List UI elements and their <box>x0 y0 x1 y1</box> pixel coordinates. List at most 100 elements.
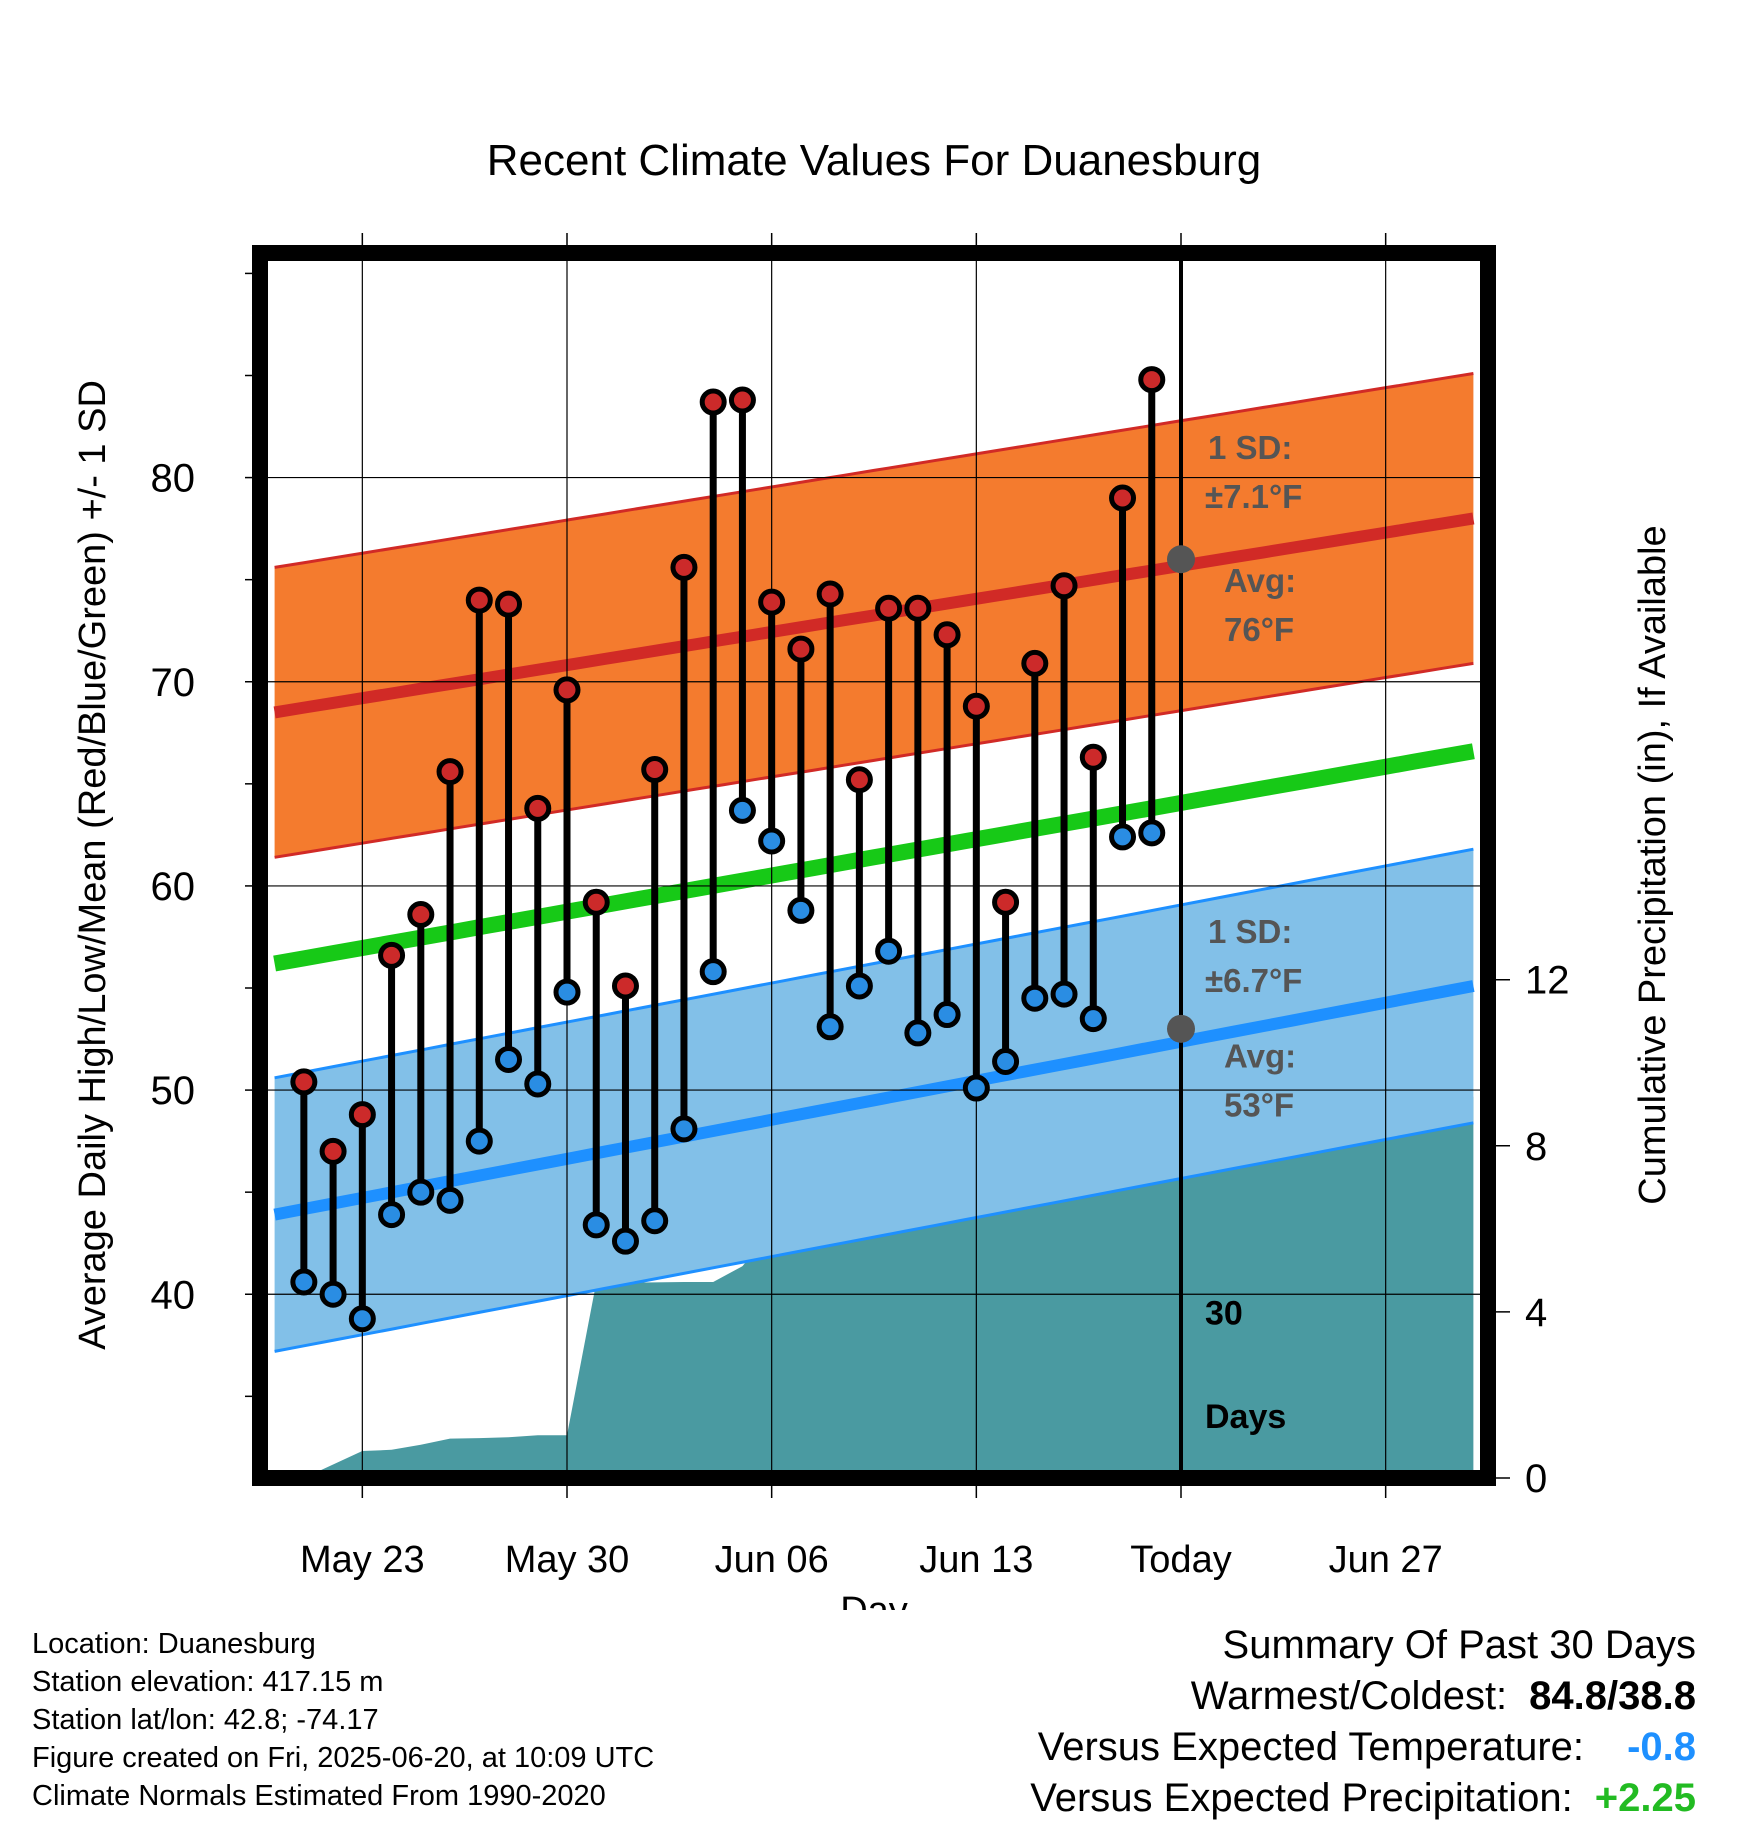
daily-low-point <box>962 1074 990 1102</box>
precip-area <box>274 1096 1474 1478</box>
daily-low-point <box>1050 980 1078 1008</box>
daily-low-point <box>699 958 727 986</box>
daily-high-point <box>758 588 786 616</box>
daily-low-point <box>1109 823 1137 851</box>
daily-low-point <box>1138 819 1166 847</box>
daily-low-point <box>816 1013 844 1041</box>
precip-anomaly-row: Versus Expected Precipitation: +2.25 <box>1030 1773 1696 1824</box>
x-tick-label: Jun 27 <box>1329 1539 1443 1581</box>
daily-low-point <box>641 1207 669 1235</box>
created-text: Figure created on Fri, 2025-06-20, at 10… <box>32 1742 655 1774</box>
daily-low-point <box>407 1178 435 1206</box>
high-sd-value: ±7.1°F <box>1205 478 1302 515</box>
daily-low-point <box>1079 1005 1107 1033</box>
normals-text: Climate Normals Estimated From 1990-2020 <box>32 1780 606 1812</box>
x-axis-label: Day <box>840 1590 908 1610</box>
daily-high-point <box>787 635 815 663</box>
daily-low-point <box>933 1001 961 1029</box>
daily-high-point <box>1021 649 1049 677</box>
daily-low-point <box>582 1211 610 1239</box>
low-sd-label: 1 SD: <box>1208 913 1292 950</box>
precip-anomaly-value: +2.25 <box>1594 1776 1696 1820</box>
low-sd-value: ±6.7°F <box>1205 962 1302 999</box>
y-axis-label: Average Daily High/Low/Mean (Red/Blue/Gr… <box>72 380 114 1350</box>
daily-high-point <box>641 756 669 784</box>
daily-high-point <box>962 692 990 720</box>
daily-high-point <box>495 590 523 618</box>
x-tick-label: Jun 06 <box>715 1539 829 1581</box>
days-label-text: Days <box>1205 1398 1286 1436</box>
daily-low-point <box>845 972 873 1000</box>
daily-low-point <box>465 1127 493 1155</box>
daily-high-point <box>348 1101 376 1129</box>
latlon-text: Station lat/lon: 42.8; -74.17 <box>32 1704 379 1736</box>
daily-low-point <box>992 1048 1020 1075</box>
y-tick-label: 50 <box>151 1069 196 1113</box>
daily-high-point <box>378 941 406 969</box>
y-tick-label: 40 <box>151 1273 196 1317</box>
daily-low-point <box>875 937 903 965</box>
daily-low-point <box>319 1280 347 1308</box>
high-sd-lower-line <box>274 661 1474 859</box>
days-label-number: 30 <box>1205 1294 1243 1332</box>
daily-high-point <box>904 594 932 622</box>
daily-high-point <box>728 386 756 414</box>
daily-high-point <box>611 972 639 1000</box>
x-tick-label: May 23 <box>300 1539 425 1581</box>
warm-cold-label: Warmest/Coldest: <box>1190 1674 1508 1718</box>
daily-high-point <box>553 676 581 704</box>
warm-cold-row: Warmest/Coldest: 84.8/38.8 <box>1030 1671 1696 1722</box>
precip-anomaly-label: Versus Expected Precipitation: <box>1030 1776 1573 1820</box>
chart-title: Recent Climate Values For Duanesburg <box>487 136 1261 185</box>
daily-low-point <box>758 827 786 855</box>
station-info: Location: Duanesburg Station elevation: … <box>32 1625 654 1815</box>
y-tick-label: 60 <box>151 865 196 909</box>
y-tick-label: 70 <box>151 661 196 705</box>
daily-low-point <box>904 1019 932 1047</box>
daily-high-point <box>1109 484 1137 512</box>
location-text: Location: Duanesburg <box>32 1628 316 1660</box>
daily-high-point <box>582 888 610 916</box>
low-sd-upper-line <box>274 847 1474 1080</box>
daily-high-point <box>845 766 873 794</box>
daily-high-point <box>992 888 1020 916</box>
daily-low-point <box>670 1115 698 1143</box>
climate-chart: Recent Climate Values For Duanesburg 1 S… <box>72 136 1674 1610</box>
y-tick-label: 80 <box>151 457 196 501</box>
daily-high-point <box>1138 366 1166 394</box>
daily-high-point <box>465 586 493 614</box>
daily-high-point <box>699 388 727 416</box>
high-avg-value: 76°F <box>1224 611 1294 648</box>
high-sd-label: 1 SD: <box>1208 429 1292 466</box>
low-sd-lower-line <box>274 1121 1474 1353</box>
y2-tick-label: 0 <box>1525 1457 1547 1501</box>
daily-high-point <box>319 1137 347 1165</box>
summary-panel: Summary Of Past 30 Days Warmest/Coldest:… <box>1030 1620 1696 1824</box>
daily-low-point <box>378 1201 406 1229</box>
daily-high-point <box>290 1068 318 1096</box>
y2-tick-label: 12 <box>1525 959 1570 1003</box>
daily-high-point <box>816 580 844 608</box>
daily-high-point <box>524 794 552 822</box>
daily-low-point <box>495 1045 523 1073</box>
daily-low-point <box>553 978 581 1006</box>
daily-low-point <box>348 1305 376 1333</box>
daily-high-point <box>1050 572 1078 600</box>
daily-low-point <box>1021 984 1049 1012</box>
high-avg-marker <box>1167 545 1195 574</box>
y2-axis-label: Cumulative Precipitation (in), If Availa… <box>1632 525 1674 1204</box>
daily-high-point <box>875 594 903 622</box>
daily-low-point <box>787 896 815 924</box>
high-avg-label: Avg: <box>1224 562 1296 599</box>
plot-frame <box>252 245 1496 1486</box>
daily-low-point <box>524 1070 552 1098</box>
high-sd-upper-line <box>274 372 1474 569</box>
daily-high-point <box>933 621 961 649</box>
elevation-text: Station elevation: 417.15 m <box>32 1666 384 1698</box>
daily-low-point <box>611 1227 639 1255</box>
daily-high-point <box>1079 743 1107 771</box>
x-tick-label: May 30 <box>505 1539 630 1581</box>
low-avg-label: Avg: <box>1224 1038 1296 1075</box>
normal-mean-line <box>273 743 1475 972</box>
daily-high-point <box>407 901 435 928</box>
